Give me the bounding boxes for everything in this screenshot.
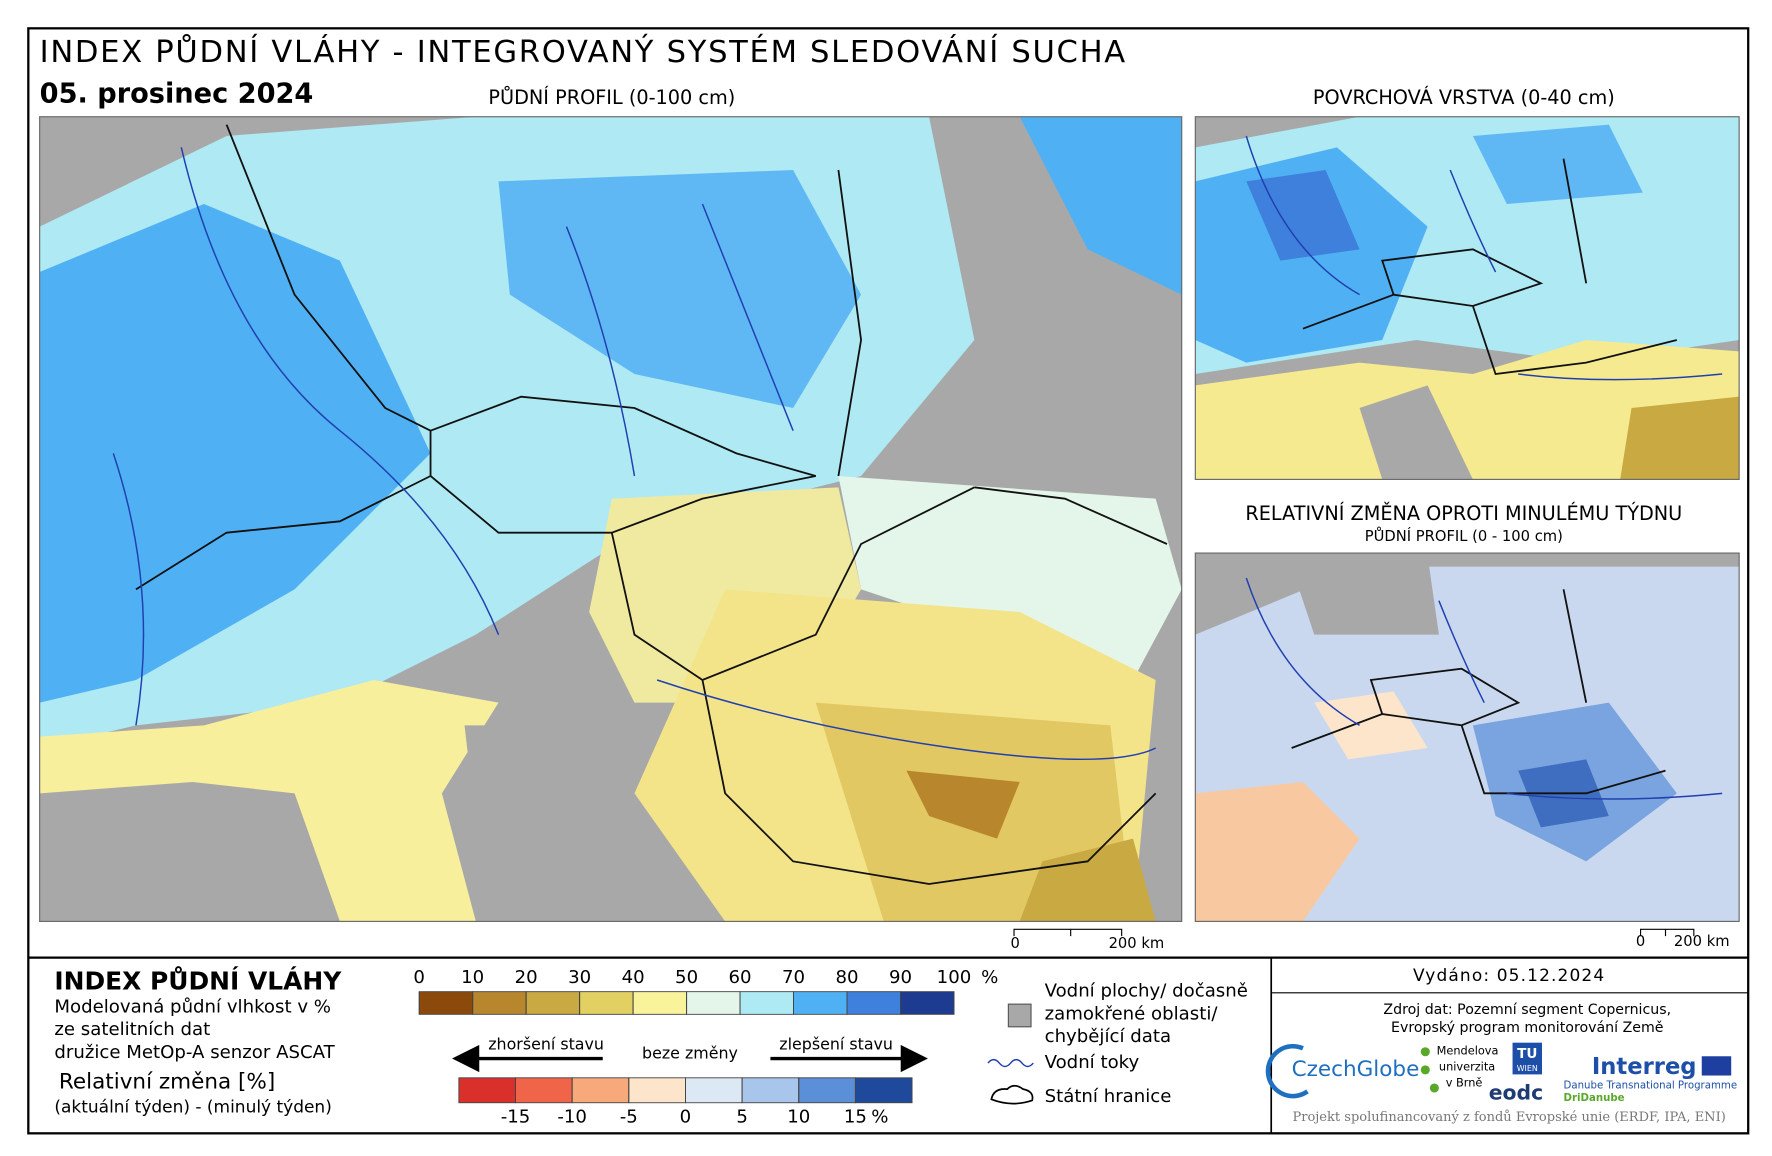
- scale-bar: [1640, 928, 1695, 937]
- tick-label: 15: [844, 1106, 867, 1127]
- legend-title: INDEX PŮDNÍ VLÁHY: [54, 966, 342, 996]
- tick-label: 50: [675, 967, 698, 988]
- index-colorbar: 0 10 20 30 40 50 60 70 80 90 100%: [413, 967, 998, 1015]
- scale-label: 200 km: [1109, 935, 1165, 952]
- logo: DriDanube: [1564, 1093, 1625, 1104]
- tick-label: 20: [515, 967, 538, 988]
- logo-arc: [1265, 1044, 1309, 1099]
- color-swatch: [515, 1077, 573, 1104]
- map-frame: [39, 116, 1183, 922]
- change-colorbar: -15 -10 -5 0 5 10 15%: [458, 1077, 913, 1127]
- tick-label: 60: [729, 967, 752, 988]
- date: 05. prosinec 2024: [40, 79, 314, 110]
- none-label: beze změny: [642, 1043, 738, 1062]
- tick-label: 70: [782, 967, 805, 988]
- legend-description: ze satelitních dat: [54, 1019, 210, 1040]
- color-swatch: [579, 991, 634, 1015]
- better-label: zlepšení stavu: [779, 1034, 893, 1053]
- tick-label: -5: [620, 1106, 638, 1127]
- color-swatch: [525, 991, 581, 1015]
- color-swatch: [571, 1077, 630, 1104]
- logo: eodc: [1489, 1081, 1543, 1105]
- border-symbol: [990, 1084, 1034, 1105]
- logo: univerzita: [1439, 1060, 1495, 1074]
- tick-label: 10: [461, 967, 484, 988]
- legend-change-description: (aktuální týden) - (minulý týden): [54, 1097, 331, 1117]
- border-label: Státní hranice: [1045, 1086, 1172, 1107]
- map-label: RELATIVNÍ ZMĚNA OPROTI MINULÉMU TÝDNU: [1245, 502, 1682, 525]
- color-swatch: [628, 1077, 686, 1104]
- color-swatch: [632, 991, 688, 1015]
- water-label: chybějící data: [1045, 1026, 1171, 1047]
- map-label: POVRCHOVÁ VRSTVA (0-40 cm): [1313, 86, 1615, 109]
- map-label: PŮDNÍ PROFIL (0-100 cm): [488, 85, 735, 109]
- legend-description: Modelovaná půdní vlhkost v %: [54, 997, 331, 1018]
- tick-label: -10: [557, 1106, 587, 1127]
- tick-label: 100: [937, 967, 972, 988]
- color-swatch: [418, 991, 474, 1015]
- tick-label: 30: [568, 967, 591, 988]
- water-label: Vodní plochy/ dočasně: [1045, 981, 1248, 1002]
- color-swatch: [458, 1077, 516, 1104]
- source: Zdroj dat: Pozemní segment Copernicus,: [1383, 1002, 1671, 1018]
- logo-box: [1512, 1042, 1543, 1075]
- tick-label: 90: [889, 967, 912, 988]
- map-sublabel: PŮDNÍ PROFIL (0 - 100 cm): [1365, 527, 1563, 545]
- tick-label: 5: [736, 1106, 748, 1127]
- legend-change-title: Relativní změna [%]: [59, 1069, 275, 1094]
- unit-label: %: [871, 1106, 888, 1127]
- issued: Vydáno: 05.12.2024: [1413, 966, 1605, 986]
- color-swatch: [472, 991, 527, 1015]
- tick-label: 0: [680, 1106, 692, 1127]
- tick-label: 40: [622, 967, 645, 988]
- eu-flag: [1701, 1056, 1732, 1076]
- scale-bar: [1013, 928, 1123, 937]
- funding: Projekt spolufinancovaný z fondů Evropsk…: [1292, 1109, 1725, 1125]
- logo: CzechGlobe: [1292, 1057, 1420, 1082]
- color-swatch: [793, 991, 848, 1015]
- logo: TU: [1517, 1046, 1537, 1062]
- legend-description: družice MetOp-A senzor ASCAT: [54, 1042, 335, 1063]
- logo-dot: [1429, 1083, 1439, 1093]
- tick-label: 10: [787, 1106, 810, 1127]
- color-swatch: [686, 991, 741, 1015]
- scale-label: 200 km: [1674, 933, 1730, 950]
- map-surface-layer: [1195, 116, 1740, 480]
- color-swatch: [798, 1077, 856, 1104]
- color-swatch: [900, 991, 955, 1015]
- logo: Danube Transnational Programme: [1564, 1081, 1738, 1092]
- color-swatch: [739, 991, 795, 1015]
- river-label: Vodní toky: [1045, 1052, 1140, 1073]
- tick-label: -15: [501, 1106, 531, 1127]
- logo: v Brně: [1446, 1075, 1483, 1089]
- source: Evropský program monitorování Země: [1391, 1020, 1663, 1036]
- color-swatch: [741, 1077, 800, 1104]
- logo-dot: [1420, 1065, 1430, 1075]
- scale-label: 0: [1636, 933, 1645, 950]
- map-frame: [1194, 116, 1740, 480]
- tick-label: 0: [413, 967, 425, 988]
- map-soil-profile: [39, 116, 1182, 922]
- logo: WIEN: [1517, 1064, 1538, 1073]
- unit-label: %: [981, 967, 998, 988]
- color-swatch: [854, 1077, 913, 1104]
- logo: Mendelova: [1437, 1044, 1499, 1058]
- logo: Interreg: [1592, 1054, 1697, 1080]
- logo-dot: [1420, 1047, 1430, 1057]
- color-swatch: [685, 1077, 743, 1104]
- water-symbol: [1007, 1003, 1032, 1028]
- color-swatch: [846, 991, 901, 1015]
- water-label: zamokřené oblasti/: [1045, 1003, 1219, 1024]
- map-frame: [1194, 552, 1740, 922]
- scale-label: 0: [1010, 935, 1019, 952]
- title: INDEX PŮDNÍ VLÁHY - INTEGROVANÝ SYSTÉM S…: [40, 33, 1127, 70]
- river-symbol: [987, 1058, 1034, 1068]
- map-relative-change: [1195, 553, 1740, 922]
- worse-label: zhoršení stavu: [488, 1034, 604, 1053]
- tick-label: 80: [835, 967, 858, 988]
